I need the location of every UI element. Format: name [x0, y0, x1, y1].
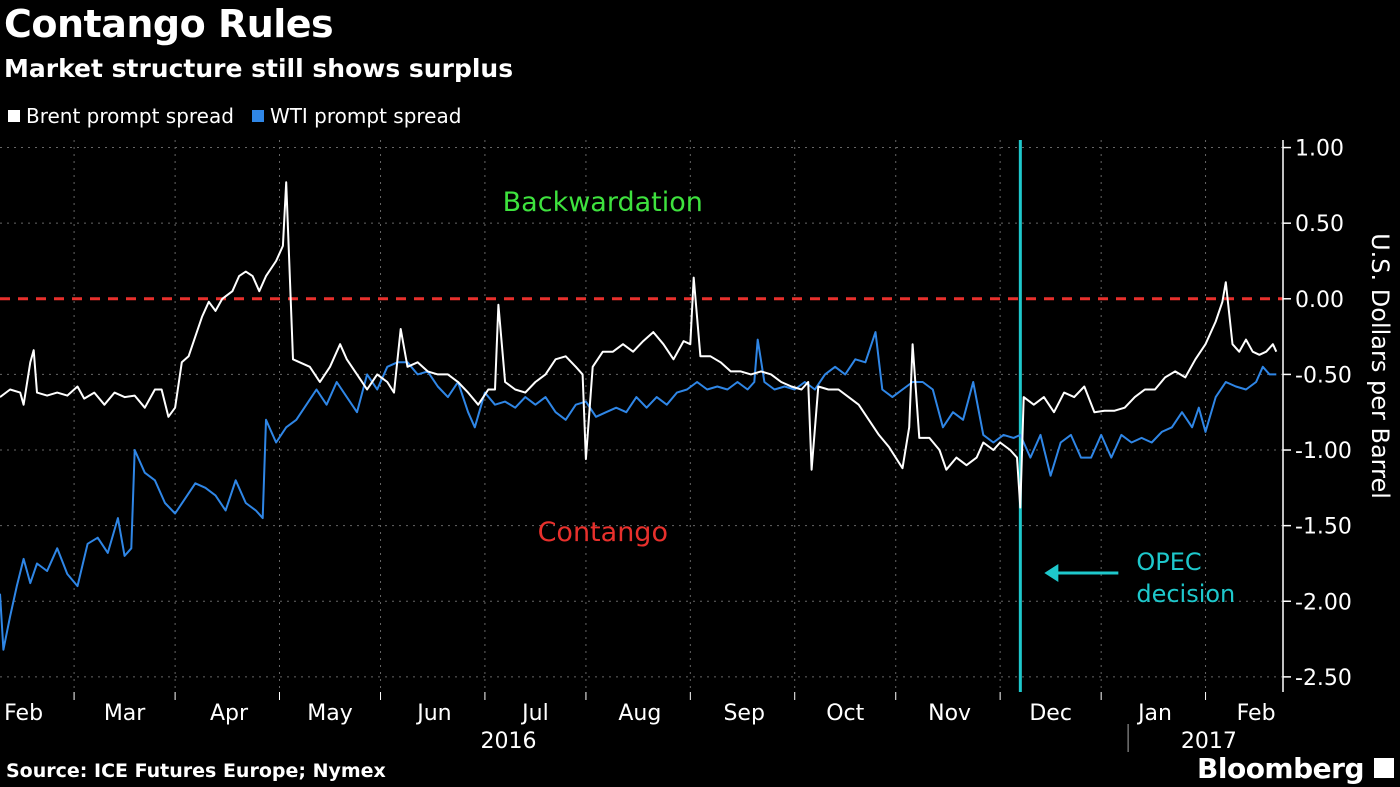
chart-title: Contango Rules — [4, 2, 334, 46]
x-tick-label: Feb — [1237, 701, 1276, 726]
contango-label: Contango — [538, 517, 668, 548]
legend-item-brent: Brent prompt spread — [8, 104, 234, 128]
x-tick-label: Jul — [520, 701, 549, 726]
y-tick-label: 1.00 — [1295, 137, 1344, 162]
legend-swatch-brent — [8, 110, 20, 122]
x-year-label: 2016 — [480, 729, 536, 754]
annotation-layer: Backwardation Contango OPEC decision — [503, 187, 1236, 608]
opec-label-line2: decision — [1136, 580, 1235, 608]
y-tick-label: -0.50 — [1295, 363, 1352, 388]
x-tick-label: Sep — [723, 701, 764, 726]
legend: Brent prompt spread WTI prompt spread — [8, 104, 461, 128]
axis-layer: 1.00 0.50 0.00 -0.50 -1.00 -1.50 -2.00 -2.50 Feb… — [4, 137, 1394, 754]
x-tick-label: Apr — [210, 701, 249, 726]
x-tick-label: Oct — [826, 701, 864, 726]
reference-layer — [0, 140, 1283, 692]
y-tick-label: -1.00 — [1295, 439, 1352, 464]
x-tick-label: Aug — [618, 701, 661, 726]
legend-swatch-wti — [251, 110, 264, 122]
source-note: Source: ICE Futures Europe; Nymex — [6, 760, 386, 782]
x-tick-label: Dec — [1029, 701, 1072, 726]
x-tick-label: Jan — [1136, 701, 1172, 726]
brand-mark-icon — [1374, 758, 1394, 778]
series-line-brent — [0, 181, 1278, 509]
opec-arrow-icon — [1044, 564, 1059, 582]
opec-label-line1: OPEC — [1136, 548, 1201, 576]
legend-item-wti: WTI prompt spread — [251, 104, 462, 128]
y-tick-label: -1.50 — [1295, 515, 1352, 540]
legend-label-wti: WTI prompt spread — [269, 104, 462, 128]
grid-layer — [0, 140, 1283, 692]
y-tick-label: -2.50 — [1295, 666, 1352, 691]
x-tick-label: May — [307, 701, 352, 726]
x-year-label: 2017 — [1181, 729, 1237, 754]
y-tick-label: 0.50 — [1295, 212, 1344, 237]
x-tick-label: Mar — [104, 701, 146, 726]
y-tick-label: -2.00 — [1295, 590, 1352, 615]
x-tick-label: Feb — [4, 701, 43, 726]
x-tick-label: Jun — [415, 701, 451, 726]
legend-label-brent: Brent prompt spread — [26, 104, 234, 128]
series-line-wti — [0, 331, 1277, 651]
series-layer — [0, 181, 1278, 651]
backwardation-label: Backwardation — [503, 187, 703, 218]
y-tick-label: 0.00 — [1295, 288, 1344, 313]
x-tick-label: Nov — [928, 701, 971, 726]
chart-subtitle: Market structure still shows surplus — [4, 54, 514, 83]
brand-logo: Bloomberg — [1197, 752, 1364, 785]
y-axis-label: U.S. Dollars per Barrel — [1366, 233, 1394, 499]
